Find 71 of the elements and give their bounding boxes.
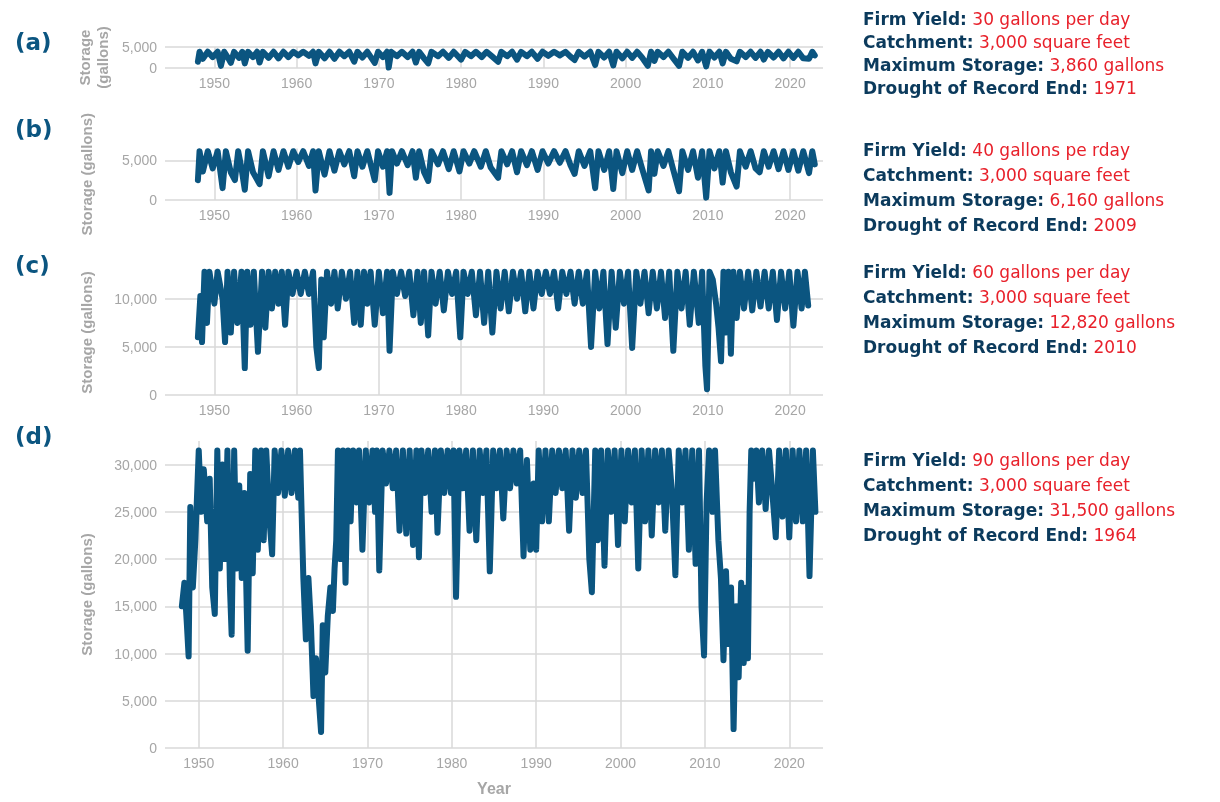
text: Firm Yield: 60 gallons per day	[863, 262, 1131, 282]
text: Drought of Record End: 1964	[863, 525, 1137, 545]
y-tick-label: 0	[149, 387, 158, 403]
y-tick-label: 20,000	[114, 551, 158, 568]
x-tick-label: 2020	[774, 207, 806, 223]
text: Maximum Storage: 6,160 gallons	[863, 190, 1165, 210]
x-tick-label: 1980	[445, 75, 477, 91]
x-tick-label: 2010	[689, 755, 721, 771]
x-tick-label: 2010	[692, 402, 724, 418]
x-tick-label: 2000	[610, 402, 642, 418]
y-tick-label: 5,000	[121, 338, 158, 355]
x-tick-label: 1990	[527, 75, 560, 91]
chart-title: (c)	[15, 251, 50, 278]
text: Drought of Record End: 2009	[863, 215, 1137, 235]
y-tick-label: 0	[149, 60, 158, 76]
chart-title: (b)	[15, 115, 53, 142]
y-tick-label: 10,000	[114, 645, 158, 662]
x-tick-label: 1980	[436, 755, 468, 771]
x-tick-label: 1950	[198, 402, 231, 418]
y-tick-label: 25,000	[114, 503, 158, 520]
x-tick-label: 1970	[351, 755, 384, 771]
y-tick-label: 15,000	[114, 598, 158, 615]
y-tick-label: 0	[149, 740, 158, 756]
x-axis-title: Year	[477, 779, 511, 797]
x-tick-label: 2010	[692, 75, 724, 91]
y-tick-label: 5,000	[121, 152, 158, 169]
x-tick-label: 1960	[281, 75, 313, 91]
text: Catchment: 3,000 square feet	[863, 287, 1130, 307]
text: Firm Yield: 90 gallons per day	[863, 450, 1131, 470]
text: Drought of Record End: 1971	[863, 78, 1137, 98]
x-tick-label: 2000	[610, 207, 642, 223]
x-tick-label: 1960	[267, 755, 299, 771]
x-tick-label: 1970	[363, 75, 395, 91]
text: Catchment: 3,000 square feet	[863, 165, 1130, 185]
x-tick-label: 1990	[520, 755, 552, 771]
x-tick-label: 2020	[774, 75, 806, 91]
chart-title: (d)	[15, 422, 53, 449]
y-tick-label: 30,000	[114, 456, 158, 473]
x-tick-label: 1980	[445, 207, 477, 223]
x-tick-label: 2010	[692, 207, 724, 223]
x-tick-label: 1980	[445, 402, 477, 418]
x-tick-label: 1970	[363, 402, 395, 418]
y-axis-title: Storage (gallons)	[77, 113, 95, 236]
x-tick-label: 1990	[527, 402, 560, 418]
y-axis-title: Storage (gallons)	[75, 26, 111, 89]
x-tick-label: 1950	[198, 75, 231, 91]
text: Catchment: 3,000 square feet	[863, 32, 1130, 52]
x-tick-label: 2000	[610, 75, 642, 91]
text: Drought of Record End: 2010	[863, 337, 1137, 357]
y-tick-label: 10,000	[114, 290, 158, 307]
x-tick-label: 2000	[604, 755, 637, 771]
text: Firm Yield: 40 gallons pe rday	[863, 140, 1131, 160]
x-tick-label: 1950	[198, 207, 231, 223]
text: Catchment: 3,000 square feet	[863, 475, 1130, 495]
x-tick-label: 2020	[773, 755, 806, 771]
y-axis-title: Storage (gallons)	[77, 533, 95, 656]
chart-title: (a)	[15, 28, 52, 55]
x-tick-label: 1990	[527, 207, 560, 223]
y-tick-label: 5,000	[121, 39, 158, 55]
y-tick-label: 5,000	[121, 692, 158, 709]
y-axis-title: Storage (gallons)	[77, 271, 95, 394]
x-tick-label: 1970	[363, 207, 395, 223]
text: Maximum Storage: 12,820 gallons	[863, 312, 1176, 332]
x-tick-label: 2020	[774, 402, 806, 418]
x-tick-label: 1960	[281, 402, 313, 418]
y-tick-label: 0	[149, 192, 158, 208]
x-tick-label: 1960	[281, 207, 313, 223]
text: Firm Yield: 30 gallons per day	[863, 9, 1131, 29]
text: Maximum Storage: 3,860 gallons	[863, 55, 1165, 75]
x-tick-label: 1950	[183, 755, 215, 771]
text: Maximum Storage: 31,500 gallons	[863, 500, 1176, 520]
